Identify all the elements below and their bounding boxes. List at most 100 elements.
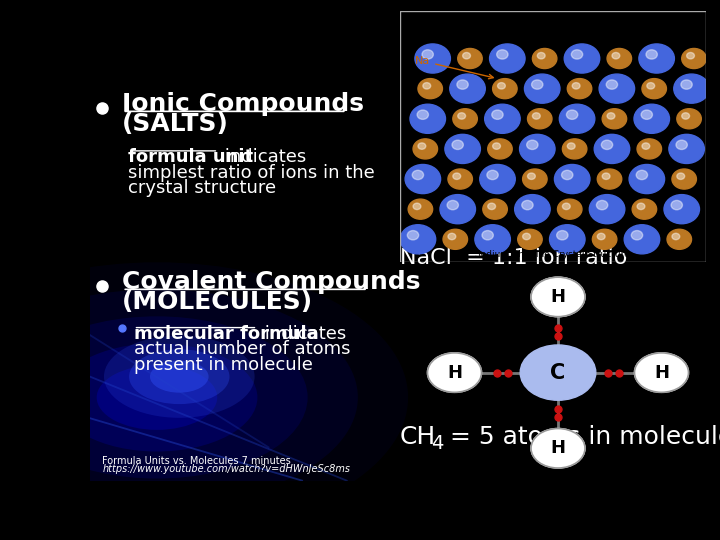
Circle shape: [598, 233, 605, 240]
Circle shape: [641, 110, 652, 119]
Circle shape: [682, 113, 690, 119]
Circle shape: [557, 231, 568, 240]
Circle shape: [664, 194, 700, 224]
Circle shape: [448, 169, 472, 189]
Circle shape: [492, 110, 503, 119]
Text: H: H: [654, 363, 669, 382]
Text: NaCl  = 1:1 ion ratio: NaCl = 1:1 ion ratio: [400, 248, 627, 268]
Circle shape: [629, 165, 665, 194]
Circle shape: [457, 80, 468, 89]
Circle shape: [400, 225, 436, 254]
Text: 4: 4: [431, 434, 444, 454]
Circle shape: [637, 139, 662, 159]
Circle shape: [672, 169, 696, 189]
Circle shape: [637, 203, 645, 210]
Text: H: H: [447, 363, 462, 382]
Ellipse shape: [0, 262, 408, 532]
Circle shape: [632, 199, 657, 219]
Circle shape: [667, 230, 691, 249]
Circle shape: [612, 52, 620, 59]
Circle shape: [602, 173, 610, 179]
Text: C: C: [550, 362, 566, 383]
Circle shape: [677, 173, 685, 179]
Circle shape: [415, 44, 451, 73]
Circle shape: [450, 74, 485, 103]
Circle shape: [559, 104, 595, 133]
Circle shape: [418, 79, 442, 99]
Circle shape: [669, 134, 704, 164]
Circle shape: [524, 74, 560, 103]
Circle shape: [572, 50, 582, 59]
Circle shape: [526, 140, 538, 150]
Circle shape: [594, 134, 630, 164]
Circle shape: [475, 225, 510, 254]
Text: crystal structure: crystal structure: [128, 179, 276, 197]
Circle shape: [523, 169, 547, 189]
Circle shape: [408, 199, 433, 219]
Circle shape: [417, 110, 428, 119]
Text: Sodium Chloride Crystal Structure: Sodium Chloride Crystal Structure: [475, 251, 630, 259]
Circle shape: [567, 110, 577, 119]
Circle shape: [562, 139, 587, 159]
Circle shape: [498, 83, 505, 89]
Ellipse shape: [129, 349, 230, 404]
Circle shape: [405, 165, 441, 194]
Circle shape: [522, 200, 533, 210]
Ellipse shape: [56, 343, 258, 451]
Circle shape: [589, 194, 625, 224]
Circle shape: [413, 203, 421, 210]
Circle shape: [448, 233, 456, 240]
Circle shape: [672, 233, 680, 240]
Circle shape: [646, 50, 657, 59]
Circle shape: [596, 200, 608, 210]
Circle shape: [593, 230, 617, 249]
Circle shape: [567, 143, 575, 149]
Circle shape: [410, 104, 446, 133]
Circle shape: [458, 49, 482, 69]
Circle shape: [606, 80, 618, 89]
Circle shape: [647, 83, 654, 89]
Text: Covalent Compounds: Covalent Compounds: [122, 270, 421, 294]
Circle shape: [681, 80, 692, 89]
Ellipse shape: [150, 361, 209, 393]
Circle shape: [671, 200, 683, 210]
Circle shape: [520, 134, 555, 164]
Circle shape: [492, 143, 500, 149]
Circle shape: [518, 230, 542, 249]
Circle shape: [607, 49, 631, 69]
Circle shape: [598, 169, 622, 189]
Text: H: H: [551, 288, 565, 306]
Circle shape: [567, 79, 592, 99]
Circle shape: [532, 113, 540, 119]
Circle shape: [422, 50, 433, 59]
Circle shape: [528, 109, 552, 129]
Circle shape: [687, 52, 695, 59]
Text: formula unit: formula unit: [128, 148, 253, 166]
Text: H: H: [551, 439, 565, 457]
Ellipse shape: [104, 335, 255, 418]
Circle shape: [452, 140, 464, 150]
Ellipse shape: [96, 365, 217, 430]
Text: molecular formula: molecular formula: [133, 325, 318, 343]
Text: Na: Na: [415, 56, 493, 79]
Circle shape: [557, 199, 582, 219]
Ellipse shape: [6, 316, 307, 478]
Circle shape: [531, 80, 543, 89]
Circle shape: [549, 225, 585, 254]
Circle shape: [642, 79, 667, 99]
Circle shape: [634, 353, 688, 393]
Circle shape: [447, 200, 459, 210]
Text: Cl: Cl: [577, 18, 589, 37]
Circle shape: [523, 233, 531, 240]
Circle shape: [445, 134, 480, 164]
Circle shape: [528, 173, 536, 179]
Circle shape: [531, 429, 585, 468]
Circle shape: [408, 231, 418, 240]
Ellipse shape: [0, 289, 358, 505]
Circle shape: [413, 139, 438, 159]
Circle shape: [531, 277, 585, 316]
Circle shape: [521, 345, 596, 400]
Text: indicates: indicates: [220, 148, 307, 166]
Circle shape: [642, 143, 649, 149]
Text: (SALTS): (SALTS): [122, 112, 229, 136]
